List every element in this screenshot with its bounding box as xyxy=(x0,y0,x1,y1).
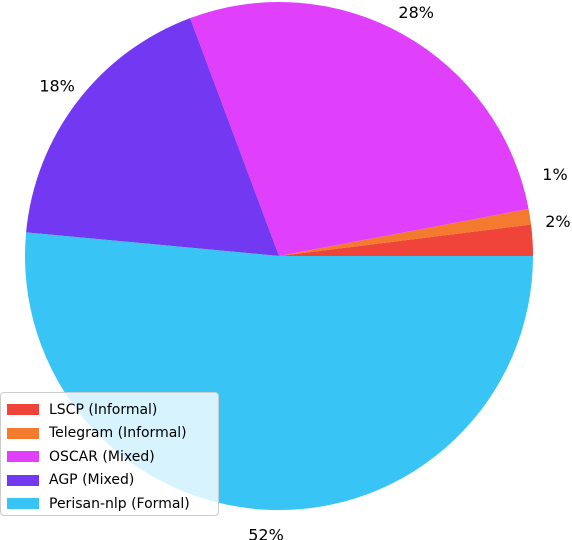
percentage-label-perisan-nlp-formal: 52% xyxy=(248,526,284,540)
legend-label: LSCP (Informal) xyxy=(49,401,158,418)
percentage-label-oscar-mixed: 28% xyxy=(398,3,434,22)
pie-slice-lscp-informal xyxy=(279,224,533,256)
legend-swatch xyxy=(7,474,39,486)
legend-label: Telegram (Informal) xyxy=(49,425,187,442)
legend-item-perisan-nlp: Perisan-nlp (Formal) xyxy=(7,492,218,516)
legend-label: OSCAR (Mixed) xyxy=(49,448,155,465)
legend-swatch xyxy=(7,404,39,416)
legend-label: AGP (Mixed) xyxy=(49,472,135,489)
percentage-label-agp-mixed: 18% xyxy=(39,77,75,96)
legend-item-telegram: Telegram (Informal) xyxy=(7,422,218,446)
percentage-labels: 2% 1% 28% 18% 52% xyxy=(39,3,570,540)
legend-swatch xyxy=(7,498,39,510)
legend-item-lscp: LSCP (Informal) xyxy=(7,398,218,422)
pie-slice-agp-mixed xyxy=(26,18,279,256)
pie-slice-telegram-informal xyxy=(279,208,532,256)
legend-item-agp: AGP (Mixed) xyxy=(7,469,218,493)
legend-label: Perisan-nlp (Formal) xyxy=(49,495,190,512)
percentage-label-lscp-informal: 2% xyxy=(545,212,570,231)
pie-slice-oscar-mixed xyxy=(190,2,529,257)
legend: LSCP (Informal) Telegram (Informal) OSCA… xyxy=(0,392,219,516)
legend-swatch xyxy=(7,427,39,439)
percentage-label-telegram-informal: 1% xyxy=(542,165,567,184)
legend-swatch xyxy=(7,451,39,463)
legend-item-oscar: OSCAR (Mixed) xyxy=(7,445,218,469)
